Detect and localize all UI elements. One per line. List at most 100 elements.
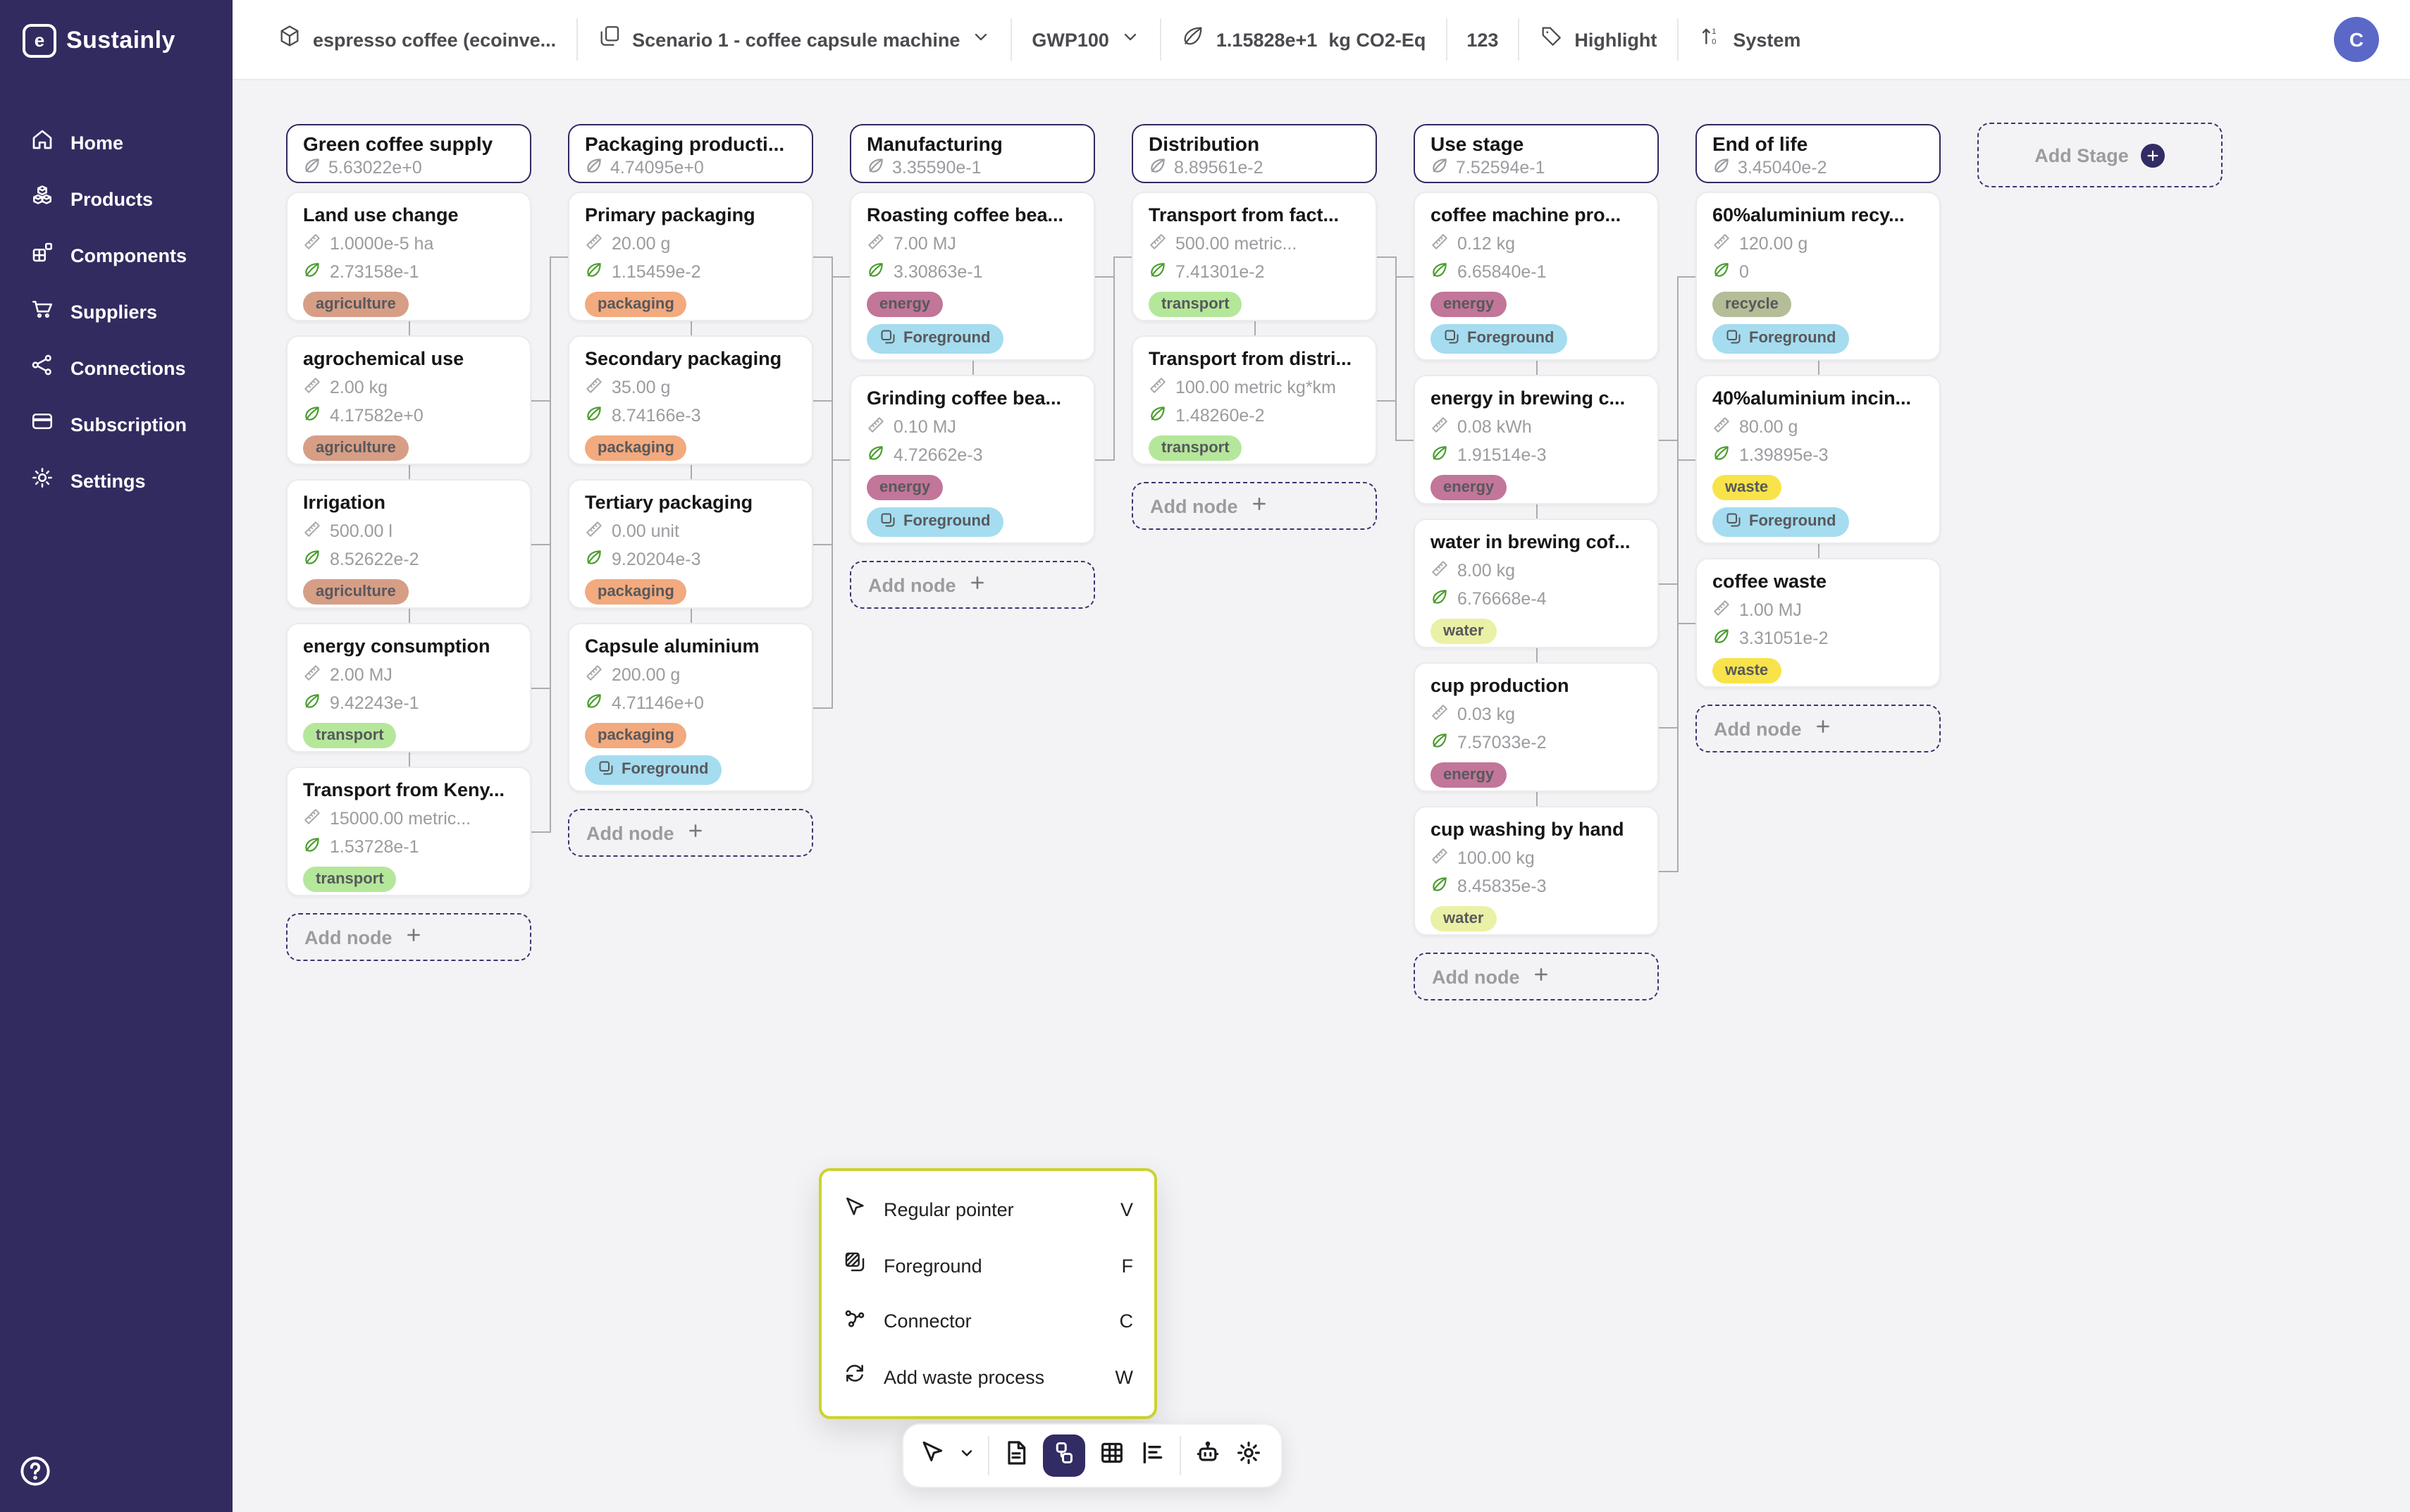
tag-pill: transport xyxy=(1149,435,1242,461)
menu-item-label: Foreground xyxy=(884,1255,982,1277)
flowchart-canvas[interactable]: Green coffee supply 5.63022e+0 Land use c… xyxy=(233,80,2410,1512)
document-view-button[interactable] xyxy=(1002,1438,1030,1473)
menu-item-regular-pointer[interactable]: Regular pointer V xyxy=(822,1184,1154,1237)
node-card[interactable]: Capsule aluminium 200.00 g 4.71146e+0 pa… xyxy=(568,623,813,792)
menu-item-shortcut: F xyxy=(1121,1255,1134,1277)
tag-pill: water xyxy=(1430,906,1497,931)
node-card[interactable]: water in brewing cof... 8.00 kg 6.76668e… xyxy=(1414,519,1659,648)
foreground-pill: Foreground xyxy=(867,507,1003,537)
tag-pill: waste xyxy=(1712,475,1781,500)
node-card[interactable]: Secondary packaging 35.00 g 8.74166e-3 p… xyxy=(568,335,813,465)
stage-total: 5.63022e+0 xyxy=(328,158,422,178)
sidebar-item-label: Home xyxy=(70,132,124,154)
sidebar-item-suppliers[interactable]: Suppliers xyxy=(0,293,233,331)
stage-card[interactable]: Manufacturing 3.35590e-1 xyxy=(850,124,1095,183)
node-card[interactable]: Primary packaging 20.00 g 1.15459e-2 pac… xyxy=(568,192,813,321)
sidebar-item-components[interactable]: Components xyxy=(0,237,233,275)
node-card[interactable]: Transport from Keny... 15000.00 metric..… xyxy=(286,767,531,896)
pointer-tool-button[interactable] xyxy=(919,1439,946,1473)
chart-view-button[interactable] xyxy=(1139,1438,1167,1473)
node-card[interactable]: cup production 0.03 kg 7.57033e-2 energy xyxy=(1414,662,1659,792)
add-node-button[interactable]: Add node xyxy=(850,561,1095,609)
add-node-button[interactable]: Add node xyxy=(286,913,531,961)
add-node-label: Add node xyxy=(1714,718,1802,739)
add-node-button[interactable]: Add node xyxy=(1695,705,1941,752)
layers-icon xyxy=(1725,328,1742,350)
leaf-icon xyxy=(1712,627,1731,650)
menu-item-add-waste-process[interactable]: Add waste process W xyxy=(822,1351,1154,1404)
add-stage-button[interactable]: Add Stage xyxy=(1977,123,2223,187)
sidebar-item-products[interactable]: Products xyxy=(0,180,233,218)
node-title: Tertiary packaging xyxy=(585,492,753,513)
node-card[interactable]: energy consumption 2.00 MJ 9.42243e-1 tr… xyxy=(286,623,531,752)
stage-total: 3.45040e-2 xyxy=(1738,158,1827,178)
pointer-tool-chevron[interactable] xyxy=(958,1443,975,1468)
node-card[interactable]: Grinding coffee bea... 0.10 MJ 4.72662e-… xyxy=(850,375,1095,544)
node-card[interactable]: 40%aluminium incin... 80.00 g 1.39895e-3… xyxy=(1695,375,1941,544)
stage-card[interactable]: End of life 3.45040e-2 xyxy=(1695,124,1941,183)
stage-card[interactable]: Distribution 8.89561e-2 xyxy=(1132,124,1377,183)
node-card[interactable]: Irrigation 500.00 l 8.52622e-2 agricultu… xyxy=(286,479,531,609)
sidebar-item-connections[interactable]: Connections xyxy=(0,349,233,388)
node-amount: 2.00 MJ xyxy=(330,665,393,685)
menu-item-foreground[interactable]: Foreground F xyxy=(822,1239,1154,1293)
table-view-button[interactable] xyxy=(1098,1438,1126,1473)
add-node-button[interactable]: Add node xyxy=(1414,953,1659,1000)
flowchart-view-button[interactable] xyxy=(1043,1434,1085,1477)
highlight-button[interactable]: Highlight xyxy=(1519,24,1676,55)
node-card[interactable]: 60%aluminium recy... 120.00 g 0 recycle F… xyxy=(1695,192,1941,361)
connector-line xyxy=(1395,256,1397,442)
node-emission: 9.20204e-3 xyxy=(612,550,701,569)
node-card[interactable]: cup washing by hand 100.00 kg 8.45835e-3… xyxy=(1414,806,1659,936)
connector-line xyxy=(531,544,550,546)
menu-item-connector[interactable]: Connector C xyxy=(822,1295,1154,1349)
node-card[interactable]: coffee machine pro... 0.12 kg 6.65840e-1… xyxy=(1414,192,1659,361)
product-selector[interactable]: espresso coffee (ecoinve... xyxy=(258,24,576,55)
toolbar-divider xyxy=(988,1436,989,1475)
stage-total: 4.74095e+0 xyxy=(610,158,704,178)
node-title: energy consumption xyxy=(303,636,490,657)
node-card[interactable]: Transport from distri... 100.00 metric k… xyxy=(1132,335,1377,465)
settings-button[interactable] xyxy=(1235,1438,1263,1473)
cursor-icon xyxy=(843,1195,867,1226)
node-card[interactable]: Roasting coffee bea... 7.00 MJ 3.30863e-… xyxy=(850,192,1095,361)
stage-card[interactable]: Packaging producti... 4.74095e+0 xyxy=(568,124,813,183)
layers-icon xyxy=(879,511,896,533)
node-card[interactable]: coffee waste 1.00 MJ 3.31051e-2 waste xyxy=(1695,558,1941,688)
node-card[interactable]: Tertiary packaging 0.00 unit 9.20204e-3 … xyxy=(568,479,813,609)
help-button[interactable] xyxy=(17,1453,54,1489)
stage-card[interactable]: Use stage 7.52594e-1 xyxy=(1414,124,1659,183)
scenario-name: Scenario 1 - coffee capsule machine xyxy=(632,29,960,50)
add-node-button[interactable]: Add node xyxy=(568,809,813,857)
sidebar-item-settings[interactable]: Settings xyxy=(0,462,233,500)
stage-card[interactable]: Green coffee supply 5.63022e+0 xyxy=(286,124,531,183)
stage-total: 8.89561e-2 xyxy=(1174,158,1263,178)
node-card[interactable]: energy in brewing c... 0.08 kWh 1.91514e… xyxy=(1414,375,1659,504)
sidebar-item-home[interactable]: Home xyxy=(0,124,233,162)
tag-pill: energy xyxy=(1430,475,1507,500)
connector-line xyxy=(1535,648,1538,662)
connector-line xyxy=(1677,276,1695,278)
tag-icon xyxy=(1539,24,1563,55)
node-card[interactable]: agrochemical use 2.00 kg 4.17582e+0 agri… xyxy=(286,335,531,465)
stage-title: Distribution xyxy=(1149,132,1260,155)
flowchart-icon xyxy=(1051,1439,1077,1472)
node-emission: 3.31051e-2 xyxy=(1739,628,1829,648)
ruler-icon xyxy=(1712,233,1731,255)
connector-line xyxy=(1659,871,1677,873)
foreground-pill: Foreground xyxy=(1430,324,1567,354)
robot-assistant-button[interactable] xyxy=(1194,1438,1222,1473)
leaf-icon xyxy=(585,548,603,571)
node-emission: 4.17582e+0 xyxy=(330,406,424,426)
plus-icon xyxy=(1533,965,1551,988)
scenario-selector[interactable]: Scenario 1 - coffee capsule machine xyxy=(577,24,1011,55)
user-avatar[interactable]: C xyxy=(2334,17,2379,62)
connector-line xyxy=(1395,440,1414,442)
foreground-icon xyxy=(843,1251,867,1282)
method-selector[interactable]: GWP100 xyxy=(1012,26,1160,53)
node-card[interactable]: Land use change 1.0000e-5 ha 2.73158e-1 … xyxy=(286,192,531,321)
sidebar-item-subscription[interactable]: Subscription xyxy=(0,406,233,444)
node-card[interactable]: Transport from fact... 500.00 metric... … xyxy=(1132,192,1377,321)
add-node-button[interactable]: Add node xyxy=(1132,482,1377,530)
